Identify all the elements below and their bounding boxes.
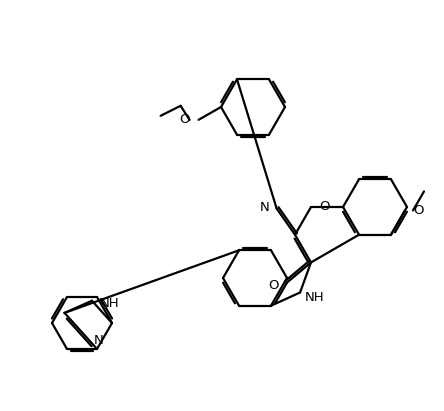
Text: O: O: [179, 113, 190, 126]
Text: NH: NH: [305, 291, 325, 304]
Text: NH: NH: [100, 297, 119, 310]
Text: O: O: [319, 201, 329, 213]
Text: O: O: [268, 279, 278, 293]
Text: N: N: [94, 335, 104, 347]
Text: N: N: [260, 201, 270, 214]
Text: O: O: [413, 204, 424, 217]
